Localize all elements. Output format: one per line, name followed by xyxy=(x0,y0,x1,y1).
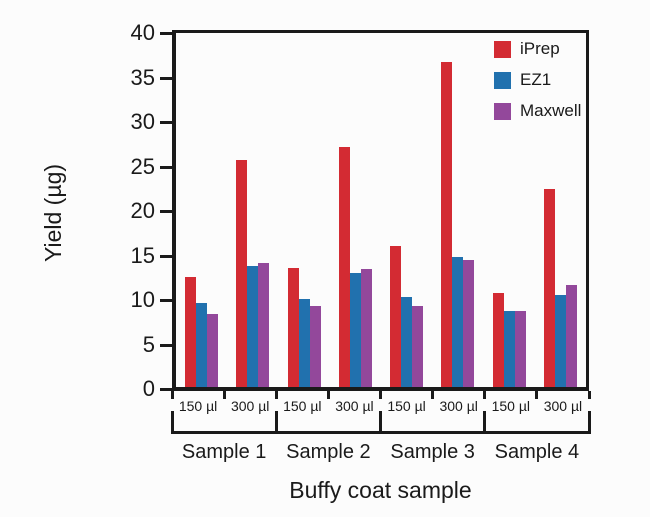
y-axis-tick xyxy=(160,165,172,169)
plot-area xyxy=(172,30,589,391)
legend-swatch-ez1 xyxy=(494,71,511,89)
bar-ez1 xyxy=(452,256,464,387)
y-axis-tick-label: 15 xyxy=(130,242,155,268)
y-axis-tick xyxy=(160,210,172,213)
x-axis-title: Buffy coat sample xyxy=(289,477,472,503)
x-axis-tick xyxy=(326,391,330,399)
bar-iprep xyxy=(441,62,453,387)
sample-bracket-tick xyxy=(274,411,278,434)
bar-iprep xyxy=(390,246,402,387)
category-label: 150 µl xyxy=(283,398,322,414)
bar-group xyxy=(227,33,278,387)
sample-bracket-tick xyxy=(587,411,591,434)
y-axis-tick-label: 20 xyxy=(130,198,155,223)
legend-label: Maxwell xyxy=(520,101,582,120)
y-axis-tick xyxy=(160,343,172,347)
legend-item-ez1: EZ1 xyxy=(494,70,581,90)
bar-iprep xyxy=(492,293,504,387)
bar-maxwell xyxy=(360,269,372,387)
bar-iprep xyxy=(185,277,197,387)
bar-maxwell xyxy=(463,260,475,387)
y-axis-tick xyxy=(160,32,172,35)
sample-bracket-tick xyxy=(483,411,487,434)
bar-maxwell xyxy=(514,310,526,387)
bar-ez1 xyxy=(196,302,208,387)
bar-ez1 xyxy=(247,265,259,387)
category-label: 150 µl xyxy=(491,398,531,414)
bar-maxwell xyxy=(207,313,219,387)
bar-maxwell xyxy=(565,285,577,387)
bar-group xyxy=(176,33,227,387)
x-axis-tick xyxy=(431,391,435,399)
x-axis-tick xyxy=(483,391,487,399)
legend: iPrep EZ1 Maxwell xyxy=(494,39,581,132)
bar-iprep xyxy=(236,160,248,387)
bar-iprep xyxy=(287,267,299,387)
legend-item-maxwell: Maxwell xyxy=(494,101,581,121)
group-label: Sample 1 xyxy=(181,441,267,463)
legend-swatch-iprep xyxy=(494,40,511,58)
y-axis-tick-label: 35 xyxy=(130,64,155,90)
bar-ez1 xyxy=(503,310,515,387)
bar-group xyxy=(535,33,586,387)
bar-iprep xyxy=(338,147,350,387)
bar-group xyxy=(330,33,381,387)
category-label: 300 µl xyxy=(439,398,478,414)
y-axis-tick-label: 10 xyxy=(130,287,155,312)
bar-ez1 xyxy=(349,272,361,387)
y-axis-tick xyxy=(160,299,172,302)
y-axis-tick-label: 30 xyxy=(130,109,155,134)
legend-label: iPrep xyxy=(520,39,560,58)
category-label: 300 µl xyxy=(230,398,270,414)
y-axis-tick xyxy=(160,121,172,124)
x-axis-tick xyxy=(222,391,226,399)
x-axis-tick xyxy=(379,391,382,399)
sample-bracket-tick xyxy=(170,411,174,434)
y-axis-tick-label: 25 xyxy=(130,153,155,179)
y-axis-tick xyxy=(160,76,172,80)
x-axis-tick xyxy=(274,391,278,399)
bar-group xyxy=(432,33,483,387)
bar-ez1 xyxy=(298,298,310,387)
bar-maxwell xyxy=(258,263,270,387)
bar-maxwell xyxy=(412,305,424,387)
bar-group xyxy=(381,33,432,387)
category-label: 300 µl xyxy=(543,398,583,414)
category-label: 300 µl xyxy=(335,398,374,414)
x-axis-tick xyxy=(535,391,539,399)
y-axis-tick xyxy=(160,254,172,258)
legend-item-iprep: iPrep xyxy=(494,39,581,59)
sample-bracket-tick xyxy=(379,411,382,434)
bar-group xyxy=(484,33,535,387)
bar-ez1 xyxy=(554,294,566,387)
legend-swatch-maxwell xyxy=(494,102,511,120)
y-axis-tick xyxy=(160,388,172,391)
bar-ez1 xyxy=(401,296,413,387)
bar-maxwell xyxy=(309,305,321,387)
x-axis-tick xyxy=(170,391,174,399)
bar-groups xyxy=(176,33,586,387)
y-axis-title: Yield (µg) xyxy=(40,163,66,262)
category-label: 150 µl xyxy=(178,398,218,414)
category-label: 150 µl xyxy=(387,398,426,414)
y-axis-tick-label: 40 xyxy=(130,20,155,45)
y-axis-tick-label: 5 xyxy=(142,331,155,357)
y-axis-tick-label: 0 xyxy=(142,376,155,401)
group-label: Sample 3 xyxy=(390,441,475,463)
group-label: Sample 2 xyxy=(286,441,371,463)
legend-label: EZ1 xyxy=(520,70,552,89)
bar-iprep xyxy=(543,188,555,387)
x-axis-tick xyxy=(587,391,591,399)
bar-group xyxy=(279,33,330,387)
group-label: Sample 4 xyxy=(494,441,580,463)
